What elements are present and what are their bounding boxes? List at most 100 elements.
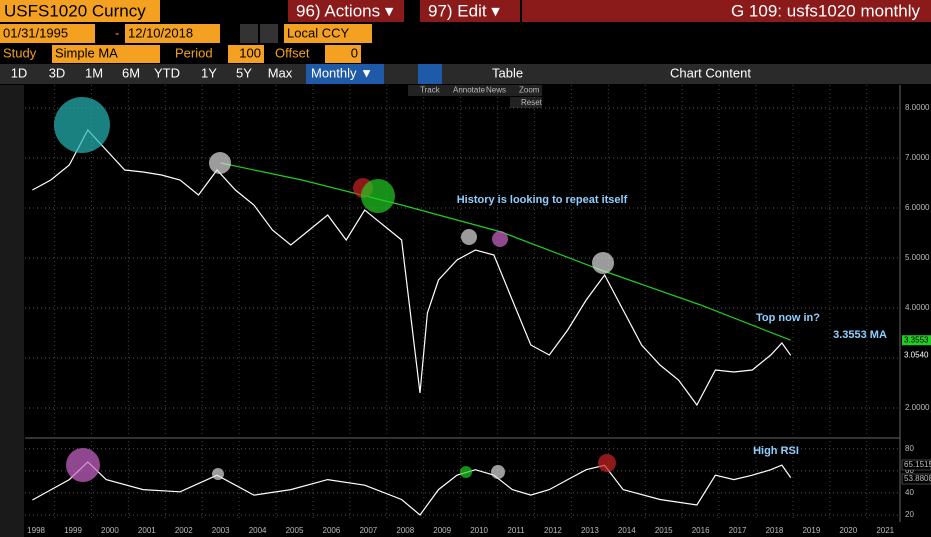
x-tick-label: 2006 (323, 526, 341, 535)
x-tick-label: 2014 (618, 526, 636, 535)
study-label: Study (3, 45, 37, 60)
actions: 96) Actions ▾ (296, 1, 394, 20)
x-tick-label: 1999 (64, 526, 82, 535)
end-label: 3.3553 (904, 335, 929, 344)
highlight (212, 468, 224, 480)
period-box[interactable] (228, 45, 264, 63)
range-bar (0, 64, 931, 84)
end-label-box (901, 459, 931, 471)
frequency: Monthly ▼ (311, 65, 373, 80)
highlight (598, 454, 616, 472)
ticker-box[interactable] (0, 0, 160, 22)
range-button[interactable]: 1M (85, 65, 103, 80)
x-tick-label: 2021 (876, 526, 894, 535)
period: 100 (239, 45, 261, 60)
x-tick-label: 2018 (766, 526, 784, 535)
tool-button[interactable]: News (486, 86, 506, 95)
study: Simple MA (55, 45, 118, 60)
x-tick-label: 2010 (470, 526, 488, 535)
table: Table (492, 65, 523, 80)
x-tick-label: 2016 (692, 526, 710, 535)
x-tick-label: 2015 (655, 526, 673, 535)
start-date-box[interactable] (0, 24, 95, 43)
page-title: G 109: usfs1020 monthly (731, 1, 921, 20)
y-tick-label: 6.0000 (905, 203, 930, 212)
ticker: USFS1020 Curncy (4, 1, 146, 20)
x-tick-label: 2020 (839, 526, 857, 535)
x-tick-label: 2011 (507, 526, 525, 535)
period-label: Period (175, 45, 213, 60)
x-tick-label: 2005 (286, 526, 304, 535)
annotation: Top now in? (756, 312, 820, 324)
x-tick-label: 2013 (581, 526, 599, 535)
range-button[interactable]: 1D (11, 65, 28, 80)
tool-button[interactable]: Zoom (519, 86, 540, 95)
annotation: High RSI (753, 445, 799, 457)
highlight (54, 97, 110, 153)
annotation: 3.3553 MA (833, 329, 887, 341)
plot: 2.00003.00004.00005.00006.00007.00008.00… (25, 85, 931, 535)
highlight (460, 466, 472, 478)
offset-box[interactable] (325, 45, 361, 63)
offset-label: Offset (275, 45, 310, 60)
y-tick-label: 7.0000 (905, 153, 930, 162)
series-line (32, 461, 792, 516)
range-button[interactable]: 1Y (201, 65, 217, 80)
tool-button[interactable]: Annotate (453, 86, 486, 95)
x-tick-label: 2004 (249, 526, 267, 535)
tool-group: Track Annotate News Zoom (420, 86, 540, 95)
study-box[interactable] (52, 45, 160, 63)
range-button[interactable]: 5Y (236, 65, 252, 80)
title-bar (522, 0, 931, 22)
x-tick-label: 2002 (175, 526, 193, 535)
end-label: 65.1515 (904, 460, 931, 469)
y-tick-label: 5.0000 (905, 253, 930, 262)
reset-button[interactable] (510, 97, 542, 108)
highlight (492, 231, 508, 247)
currency: Local CCY (287, 25, 349, 40)
dash: - (115, 25, 119, 40)
chart-content: Chart Content (670, 65, 751, 80)
y-tick-label: 20 (905, 510, 914, 519)
reset: Reset (521, 98, 543, 107)
highlight (361, 179, 395, 213)
annotation: History is looking to repeat itself (457, 194, 628, 206)
actions-button[interactable] (288, 0, 404, 22)
end-date-box[interactable] (125, 24, 220, 43)
range-button[interactable]: Max (268, 65, 293, 80)
x-tick-label: 2003 (212, 526, 230, 535)
offset: 0 (351, 45, 358, 60)
x-tick-label: 2008 (396, 526, 414, 535)
currency-box[interactable] (284, 24, 372, 43)
x-tick-label: 2009 (433, 526, 451, 535)
tool-button[interactable]: Track (420, 86, 441, 95)
prev-button[interactable] (240, 24, 258, 43)
edit-button[interactable] (420, 0, 520, 22)
range-button[interactable]: YTD (154, 65, 180, 80)
highlight (209, 152, 231, 174)
highlight (491, 465, 505, 479)
range-button[interactable]: 6M (122, 65, 140, 80)
x-tick-label: 2001 (138, 526, 156, 535)
series-line (32, 128, 792, 407)
end-label: 3.0540 (904, 350, 929, 359)
range-button[interactable]: 3D (49, 65, 66, 80)
edit: 97) Edit ▾ (428, 1, 500, 20)
x-tick-label: 1998 (27, 526, 45, 535)
next-button[interactable] (260, 24, 278, 43)
highlights (54, 97, 616, 482)
x-tick-label: 2000 (101, 526, 119, 535)
y-tick-label: 4.0000 (905, 303, 930, 312)
x-tick-label: 2017 (729, 526, 747, 535)
chart-type-button[interactable] (418, 64, 442, 84)
x-tick-label: 2007 (359, 526, 377, 535)
range-group: 1D 3D 1M 6M YTD 1Y 5Y Max (11, 65, 293, 80)
end-label-box (902, 350, 931, 361)
side-toolbar (0, 85, 24, 537)
highlight (66, 448, 100, 482)
y-tick-label: 60 (905, 466, 914, 475)
y-tick-label: 40 (905, 488, 914, 497)
frequency-button[interactable] (306, 64, 384, 84)
highlight (592, 252, 614, 274)
